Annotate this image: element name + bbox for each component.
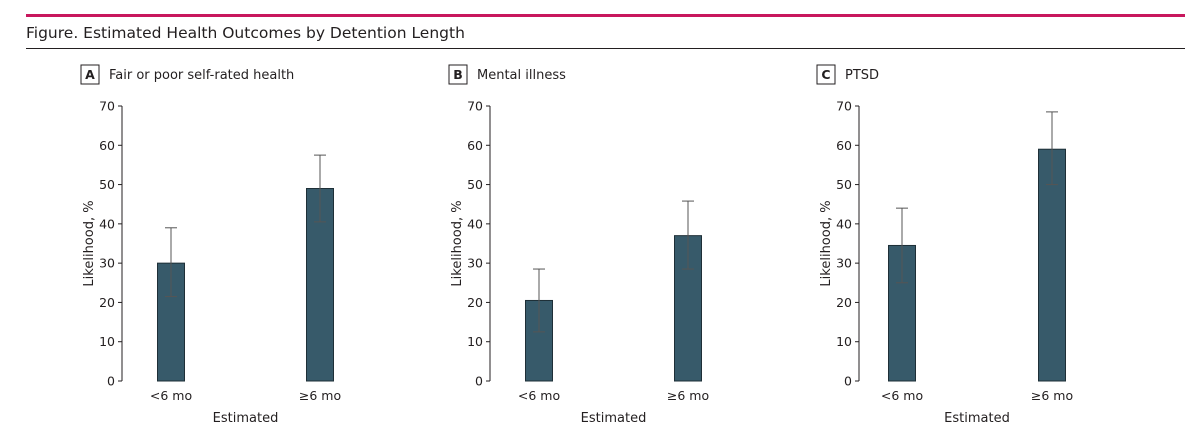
y-tick-label: 70 [836,99,852,114]
x-axis-label: Estimated [213,411,279,426]
y-tick-label: 10 [99,334,115,349]
bar [1038,148,1066,382]
x-axis-label: Estimated [944,411,1010,426]
y-tick-label: 50 [836,177,852,192]
panel-title: Mental illness [477,68,566,83]
y-axis-label: Likelihood, % [82,200,97,286]
y-axis-label: Likelihood, % [819,200,834,286]
y-tick-label: 70 [467,99,483,114]
x-axis-label: Estimated [581,411,647,426]
x-category-label: <6 mo [518,388,560,403]
title-divider [26,48,1185,49]
panel-letter-box [448,64,468,85]
y-tick-label: 30 [836,256,852,271]
panel-letter: C [821,67,830,82]
y-tick-label: 30 [467,256,483,271]
y-tick-label: 0 [844,374,852,389]
panel-title: Fair or poor self-rated health [109,68,294,83]
y-tick-label: 10 [836,334,852,349]
y-tick-label: 50 [467,177,483,192]
y-tick-label: 60 [836,138,852,153]
figure-title: Figure. Estimated Health Outcomes by Det… [26,24,465,42]
x-category-label: ≥6 mo [1031,388,1073,403]
y-tick-label: 10 [467,334,483,349]
y-tick-label: 70 [99,99,115,114]
y-tick-label: 0 [107,374,115,389]
y-tick-label: 20 [99,295,115,310]
chart-panel-a: A Fair or poor self-rated health 0 10 20 30 40… [80,64,341,426]
y-tick-label: 20 [836,295,852,310]
panel-title: PTSD [845,68,879,83]
y-tick-label: 40 [467,216,483,231]
panel-letter-box [80,64,100,85]
panel-letter-box [816,64,836,85]
x-category-label: <6 mo [150,388,192,403]
y-axis-label: Likelihood, % [450,200,465,286]
y-tick-label: 50 [99,177,115,192]
panel-letter: A [85,67,95,82]
chart-panel-c: C PTSD 0 10 20 30 40 50 60 70 Likelihood, % <6 mo ≥6… [816,64,1073,426]
y-tick-label: 20 [467,295,483,310]
header-accent-rule [26,14,1185,17]
y-tick-label: 30 [99,256,115,271]
x-category-label: ≥6 mo [667,388,709,403]
y-tick-label: 0 [475,374,483,389]
y-tick-label: 40 [836,216,852,231]
y-tick-label: 40 [99,216,115,231]
panel-letter: B [453,67,463,82]
x-category-label: ≥6 mo [299,388,341,403]
chart-panel-b: B Mental illness 0 10 20 30 40 50 60 70 Likelihood… [448,64,709,426]
y-tick-label: 60 [467,138,483,153]
x-category-label: <6 mo [881,388,923,403]
y-tick-label: 60 [99,138,115,153]
